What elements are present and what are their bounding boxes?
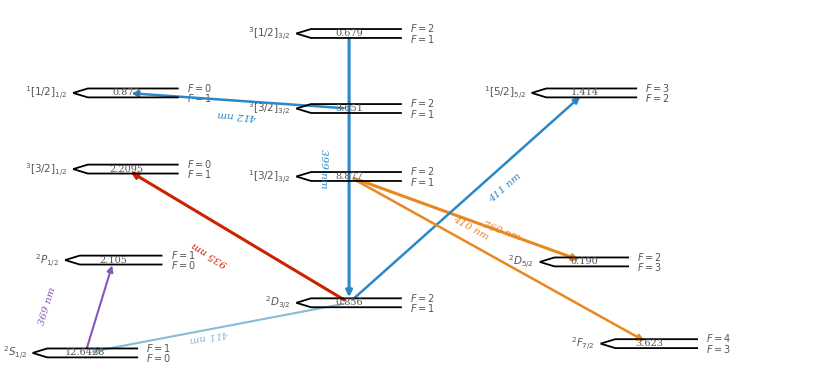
Text: $F = 1$: $F = 1$ (187, 168, 212, 180)
Text: $F = 1$: $F = 1$ (146, 342, 171, 354)
Text: 0.190: 0.190 (570, 257, 598, 266)
Text: 935 nm: 935 nm (190, 241, 228, 268)
Text: $^2P_{1/2}$: $^2P_{1/2}$ (36, 252, 60, 268)
Text: $F = 3$: $F = 3$ (705, 343, 730, 355)
Text: 3.623: 3.623 (634, 339, 662, 348)
Text: 1.414: 1.414 (570, 88, 598, 97)
Text: 0.679: 0.679 (335, 29, 362, 38)
Text: 410 nm: 410 nm (451, 215, 490, 242)
Text: $^2D_{5/2}$: $^2D_{5/2}$ (508, 254, 533, 270)
Text: 2.2095: 2.2095 (109, 164, 143, 174)
Text: 3.651: 3.651 (335, 104, 362, 113)
Text: $^2S_{1/2}$: $^2S_{1/2}$ (2, 345, 27, 361)
Text: $F = 4$: $F = 4$ (705, 332, 730, 345)
Text: 412 nm: 412 nm (217, 110, 257, 121)
Text: $F = 2$: $F = 2$ (409, 97, 434, 109)
Text: $F = 2$: $F = 2$ (409, 165, 434, 177)
Text: $F = 2$: $F = 2$ (409, 291, 434, 304)
Text: 0.873: 0.873 (112, 88, 140, 97)
Text: 760 nm: 760 nm (480, 220, 521, 242)
Text: $^1[1/2]_{1/2}$: $^1[1/2]_{1/2}$ (26, 85, 68, 101)
Text: $F = 1$: $F = 1$ (187, 92, 212, 104)
Text: $F = 0$: $F = 0$ (146, 352, 171, 364)
Text: $F = 3$: $F = 3$ (637, 261, 662, 273)
Text: $F = 1$: $F = 1$ (409, 108, 434, 120)
Text: $F = 1$: $F = 1$ (409, 302, 434, 314)
Text: 8.877: 8.877 (335, 172, 362, 181)
Text: $F = 1$: $F = 1$ (409, 176, 434, 188)
Text: $F = 1$: $F = 1$ (170, 249, 195, 261)
Text: $F = 0$: $F = 0$ (170, 259, 195, 271)
Text: $^2D_{3/2}$: $^2D_{3/2}$ (265, 294, 290, 311)
Text: $^1[3/2]_{3/2}$: $^1[3/2]_{3/2}$ (248, 168, 290, 185)
Text: $F = 0$: $F = 0$ (187, 158, 212, 170)
Text: $^1[5/2]_{5/2}$: $^1[5/2]_{5/2}$ (483, 85, 525, 101)
Text: $F = 3$: $F = 3$ (644, 82, 669, 94)
Text: $F = 1$: $F = 1$ (409, 33, 434, 45)
Text: $F = 2$: $F = 2$ (644, 92, 669, 104)
Text: 0.856: 0.856 (335, 298, 362, 307)
Text: $^2F_{7/2}$: $^2F_{7/2}$ (571, 335, 595, 352)
Text: $^3[3/2]_{3/2}$: $^3[3/2]_{3/2}$ (248, 100, 290, 117)
Text: 411 nm: 411 nm (486, 171, 522, 204)
Text: $F = 2$: $F = 2$ (637, 251, 661, 263)
Text: 12.6428: 12.6428 (65, 348, 105, 357)
Text: $F = 0$: $F = 0$ (187, 82, 212, 94)
Text: $^3[1/2]_{3/2}$: $^3[1/2]_{3/2}$ (248, 25, 290, 42)
Text: 411 nm: 411 nm (189, 328, 230, 344)
Text: 399 nm: 399 nm (318, 149, 327, 189)
Text: 2.105: 2.105 (100, 255, 127, 265)
Text: 369 nm: 369 nm (37, 286, 57, 327)
Text: $^3[3/2]_{1/2}$: $^3[3/2]_{1/2}$ (26, 161, 68, 177)
Text: $F = 2$: $F = 2$ (409, 22, 434, 34)
